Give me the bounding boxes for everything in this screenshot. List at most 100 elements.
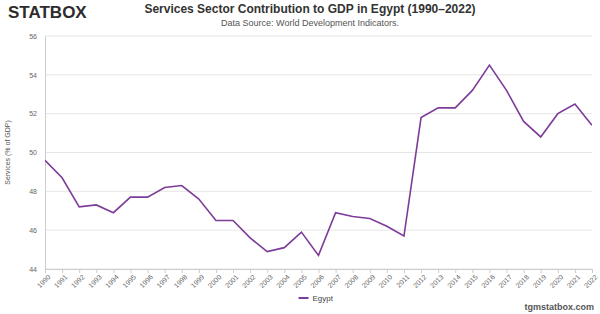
y-tick: 52 bbox=[29, 110, 45, 117]
y-tick-label: 48 bbox=[29, 188, 37, 195]
y-tick: 50 bbox=[29, 149, 45, 156]
grid-line bbox=[45, 74, 592, 75]
x-tick-mark bbox=[199, 269, 200, 273]
series-group bbox=[45, 65, 592, 255]
x-axis: 1990199119921993199419951996199719981999… bbox=[36, 269, 599, 289]
footer: tgmstatbox.com bbox=[524, 302, 594, 312]
x-tick-label: 1993 bbox=[87, 273, 103, 289]
x-tick: 1990 bbox=[36, 269, 52, 289]
x-tick-mark bbox=[421, 269, 422, 273]
x-tick-label: 2021 bbox=[566, 273, 582, 289]
x-tick-label: 2001 bbox=[224, 273, 240, 289]
x-tick-mark bbox=[575, 269, 576, 273]
x-tick-mark bbox=[455, 269, 456, 273]
y-axis-title: Services (% of GDP) bbox=[4, 120, 12, 185]
x-tick-label: 2002 bbox=[241, 273, 257, 289]
x-tick-label: 2011 bbox=[395, 273, 411, 289]
x-tick: 2014 bbox=[446, 269, 462, 289]
x-tick: 2016 bbox=[480, 269, 496, 289]
y-tick: 56 bbox=[29, 33, 45, 40]
x-tick: 2004 bbox=[275, 269, 291, 289]
x-tick: 2002 bbox=[241, 269, 257, 289]
x-tick-mark bbox=[472, 269, 473, 273]
x-tick: 1999 bbox=[190, 269, 206, 289]
x-tick-label: 2000 bbox=[207, 273, 223, 289]
x-tick-label: 2015 bbox=[463, 273, 479, 289]
x-tick-mark bbox=[182, 269, 183, 273]
x-tick-mark bbox=[216, 269, 217, 273]
x-tick: 2008 bbox=[343, 269, 359, 289]
x-tick-label: 2016 bbox=[480, 273, 496, 289]
legend-swatch bbox=[299, 297, 309, 299]
x-tick-label: 2019 bbox=[531, 273, 547, 289]
y-tick: 48 bbox=[29, 188, 45, 195]
x-tick-label: 2018 bbox=[514, 273, 530, 289]
grid-line bbox=[45, 113, 592, 114]
x-tick-mark bbox=[113, 269, 114, 273]
x-tick-label: 2006 bbox=[309, 273, 325, 289]
y-axis-line bbox=[45, 37, 46, 270]
x-tick-mark bbox=[45, 269, 46, 273]
x-tick-label: 2005 bbox=[292, 273, 308, 289]
y-tick-label: 50 bbox=[29, 149, 37, 156]
y-tick: 46 bbox=[29, 227, 45, 234]
x-tick-label: 2022 bbox=[583, 273, 599, 289]
x-tick: 2015 bbox=[463, 269, 479, 289]
x-tick: 1997 bbox=[155, 269, 171, 289]
x-tick-mark bbox=[62, 269, 63, 273]
x-axis-line bbox=[46, 270, 593, 274]
x-tick-mark bbox=[96, 269, 97, 273]
logo: STATBOX bbox=[8, 3, 87, 22]
x-tick-mark bbox=[250, 269, 251, 273]
x-tick: 2020 bbox=[548, 269, 564, 289]
x-tick: 2019 bbox=[531, 269, 547, 289]
y-tick-label: 44 bbox=[29, 266, 37, 273]
grid-line bbox=[45, 36, 592, 37]
x-tick-mark bbox=[541, 269, 542, 273]
x-tick-mark bbox=[284, 269, 285, 273]
x-tick: 2003 bbox=[258, 269, 274, 289]
grid-line bbox=[45, 191, 592, 192]
x-tick-mark bbox=[79, 269, 80, 273]
x-tick-mark bbox=[148, 269, 149, 273]
x-tick: 1993 bbox=[87, 269, 103, 289]
y-tick-label: 46 bbox=[29, 227, 37, 234]
legend-item: Egypt bbox=[299, 294, 334, 303]
x-tick-mark bbox=[438, 269, 439, 273]
x-tick-mark bbox=[336, 269, 337, 273]
x-tick: 2013 bbox=[429, 269, 445, 289]
line bbox=[45, 65, 592, 255]
x-tick: 1998 bbox=[172, 269, 188, 289]
x-tick-label: 2008 bbox=[343, 273, 359, 289]
x-tick-mark bbox=[301, 269, 302, 273]
x-tick: 2000 bbox=[207, 269, 223, 289]
x-tick-mark bbox=[558, 269, 559, 273]
y-tick-label: 52 bbox=[29, 110, 37, 117]
x-tick-mark bbox=[165, 269, 166, 273]
x-tick-label: 1997 bbox=[155, 273, 171, 289]
x-tick-label: 2017 bbox=[497, 273, 513, 289]
x-tick: 2005 bbox=[292, 269, 308, 289]
x-tick: 1991 bbox=[53, 269, 69, 289]
x-tick-label: 2004 bbox=[275, 273, 291, 289]
x-tick-mark bbox=[507, 269, 508, 273]
chart: STATBOXtgmstatbox.comServices Sector Con… bbox=[0, 0, 600, 314]
x-tick-mark bbox=[233, 269, 234, 273]
x-tick: 2007 bbox=[326, 269, 342, 289]
x-tick-label: 2020 bbox=[548, 273, 564, 289]
y-tick-label: 56 bbox=[29, 33, 37, 40]
x-tick-mark bbox=[404, 269, 405, 273]
x-tick-label: 1995 bbox=[121, 273, 137, 289]
y-tick: 54 bbox=[29, 72, 45, 79]
x-tick: 1996 bbox=[138, 269, 154, 289]
x-tick: 2021 bbox=[566, 269, 582, 289]
x-tick: 1995 bbox=[121, 269, 137, 289]
x-tick: 2018 bbox=[514, 269, 530, 289]
legend-label: Egypt bbox=[313, 294, 334, 303]
x-tick-mark bbox=[524, 269, 525, 273]
y-axis: 44 46 48 50 52 54 56 bbox=[29, 33, 45, 273]
x-tick-label: 1994 bbox=[104, 273, 120, 289]
x-tick-mark bbox=[130, 269, 131, 273]
x-tick-mark bbox=[370, 269, 371, 273]
grid-line bbox=[45, 152, 592, 153]
